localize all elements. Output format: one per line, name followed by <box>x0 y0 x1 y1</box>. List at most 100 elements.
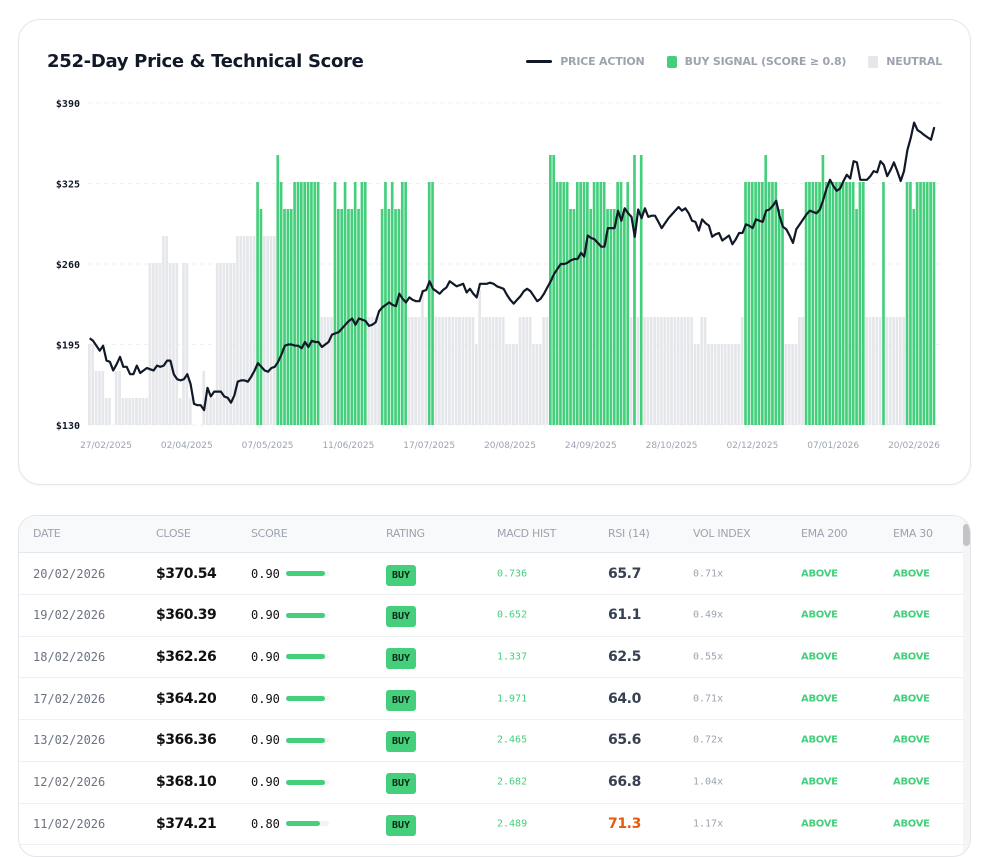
table-row[interactable]: 17/02/2026 $364.20 0.90 BUY 1.971 64.0 0.71x AB… <box>19 678 964 721</box>
score-bar <box>285 821 329 827</box>
score-bar <box>545 317 549 425</box>
score-bar <box>185 263 189 425</box>
table-row[interactable]: 19/02/2026 $360.39 0.90 BUY 0.652 61.1 0.49x AB… <box>19 595 964 637</box>
legend-price-action[interactable]: PRICE ACTION <box>526 55 645 68</box>
score-bar <box>135 398 138 425</box>
score-bar <box>387 209 391 425</box>
y-tick-label: $130 <box>56 421 80 432</box>
score-bar <box>343 182 347 425</box>
close-cell: $364.20 <box>156 690 217 707</box>
score-bar <box>468 317 471 425</box>
score-bar <box>814 182 818 425</box>
legend-label: PRICE ACTION <box>560 55 645 68</box>
scrollbar-thumb[interactable] <box>963 524 970 546</box>
score-bar <box>118 371 121 425</box>
table-row[interactable]: 13/02/2026 $366.36 0.90 BUY 2.465 65.6 0.72x AB… <box>19 720 964 762</box>
score-bar <box>323 317 327 425</box>
column-header-ema200[interactable]: EMA 200 <box>801 527 848 540</box>
column-header-macd[interactable]: MACD HIST <box>497 527 556 540</box>
column-header-close[interactable]: CLOSE <box>156 527 191 540</box>
score-bar <box>88 344 91 425</box>
score-bar <box>649 317 653 425</box>
score-bar <box>932 182 936 425</box>
column-header-rsi[interactable]: RSI (14) <box>608 527 650 540</box>
legend-label: BUY SIGNAL (SCORE ≥ 0.8) <box>684 55 847 68</box>
x-tick-label: 28/10/2025 <box>646 441 698 451</box>
column-header-date[interactable]: DATE <box>33 527 61 540</box>
score-bar <box>320 317 323 425</box>
table-row[interactable]: 11/02/2026 $374.21 0.80 BUY 2.489 71.3 1.17x AB… <box>19 803 964 846</box>
score-bar <box>367 317 370 425</box>
buy-badge: BUY <box>386 606 417 628</box>
rsi-cell: 66.8 <box>608 774 641 790</box>
score-bar <box>898 317 902 425</box>
score-bar <box>293 182 296 425</box>
score-bar <box>861 182 865 425</box>
column-header-score[interactable]: SCORE <box>251 527 288 540</box>
score-bar <box>572 209 576 425</box>
score-bar <box>875 317 879 425</box>
date-cell: 19/02/2026 <box>33 608 106 623</box>
column-header-ema30[interactable]: EMA 30 <box>893 527 933 540</box>
legend-buy-signal[interactable]: BUY SIGNAL (SCORE ≥ 0.8) <box>666 55 847 68</box>
score-bar <box>285 571 329 576</box>
table-header: DATE CLOSE SCORE RATING MACD HIST RSI (14) VOL… <box>19 516 964 553</box>
score-bar <box>525 317 529 425</box>
score-bar <box>683 317 687 425</box>
score-cell: 0.90 <box>251 692 329 706</box>
score-bar <box>619 182 623 425</box>
score-bar <box>431 182 434 425</box>
legend-neutral[interactable]: NEUTRAL <box>868 55 942 68</box>
close-cell: $374.21 <box>156 815 217 832</box>
score-bar <box>316 182 320 425</box>
score-bar <box>895 317 899 425</box>
score-bar <box>562 182 566 425</box>
score-bar <box>232 263 236 425</box>
x-tick-label: 07/05/2025 <box>242 441 294 451</box>
score-bar <box>306 182 310 425</box>
score-bar <box>236 236 239 425</box>
close-cell: $362.26 <box>156 648 217 665</box>
score-bar <box>670 317 673 425</box>
score-bar <box>205 398 209 425</box>
column-header-rating[interactable]: RATING <box>386 527 425 540</box>
macd-cell: 2.489 <box>497 818 528 830</box>
x-tick-label: 20/02/2026 <box>888 441 940 451</box>
score-bar <box>835 182 838 425</box>
score-cell: 0.90 <box>251 650 329 664</box>
score-bar <box>858 182 862 425</box>
score-bar <box>818 182 821 425</box>
score-bar <box>532 344 535 425</box>
price-line <box>89 121 936 412</box>
vol-index-cell: 0.49x <box>693 609 724 621</box>
score-cell: 0.90 <box>251 608 329 622</box>
score-bar <box>285 654 329 660</box>
table-row[interactable]: 12/02/2026 $368.10 0.90 BUY 2.682 66.8 1.04x AB… <box>19 762 964 804</box>
score-bar <box>417 317 421 425</box>
column-header-vol[interactable]: VOL INDEX <box>693 527 751 540</box>
score-bar <box>374 317 377 425</box>
score-value: 0.90 <box>251 566 280 581</box>
score-bar <box>720 344 724 425</box>
score-bar <box>256 182 259 425</box>
score-bar <box>713 344 717 425</box>
score-bar <box>885 317 889 425</box>
table-scrollbar[interactable] <box>963 516 970 856</box>
buy-badge: BUY <box>386 564 417 586</box>
buy-badge: BUY <box>386 689 417 711</box>
score-bar <box>225 263 229 425</box>
score-bar <box>172 263 175 425</box>
score-bar <box>680 317 683 425</box>
score-bar <box>451 317 455 425</box>
x-tick-label: 02/04/2025 <box>161 441 213 451</box>
score-bar <box>629 317 633 425</box>
score-bar <box>612 209 616 425</box>
score-bar <box>717 344 720 425</box>
score-bar <box>121 398 125 425</box>
score-bar <box>707 344 710 425</box>
table-row[interactable]: 20/02/2026 $370.54 0.90 BUY 0.736 65.7 0.71x AB… <box>19 553 964 595</box>
score-bar <box>794 344 798 425</box>
table-row[interactable]: 18/02/2026 $362.26 0.90 BUY 1.337 62.5 0.55x AB… <box>19 636 964 679</box>
score-bar <box>285 696 329 702</box>
rating-cell: BUY <box>386 564 417 586</box>
